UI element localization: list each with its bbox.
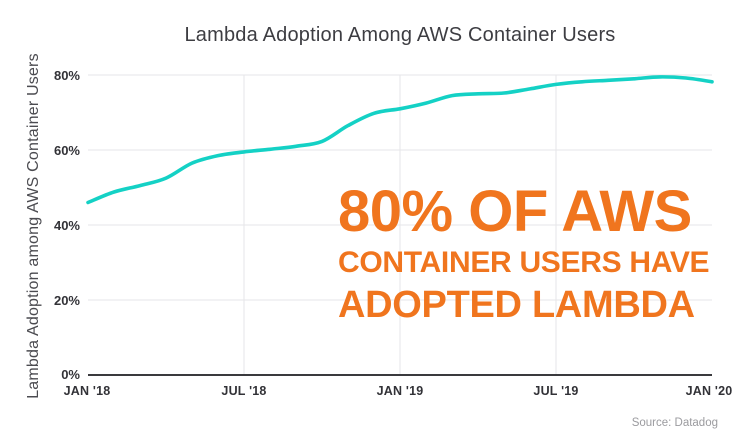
x-tick-jan20: JAN '20 [685,384,733,398]
x-tick-jul19: JUL '19 [533,384,579,398]
headline-line-1: 80% OF AWS [338,179,692,244]
y-tick-60: 60% [53,143,80,158]
y-tick-40: 40% [53,218,80,233]
x-tick-jul18: JUL '18 [221,384,267,398]
headline-annotation: 80% OF AWS CONTAINER USERS HAVE ADOPTED … [338,179,710,326]
y-tick-20: 20% [53,293,80,308]
x-tick-jan19: JAN '19 [376,384,424,398]
y-tick-0: 0% [61,367,80,382]
y-tick-80: 80% [53,68,80,83]
source-credit: Source: Datadog [631,417,718,429]
headline-line-3: ADOPTED LAMBDA [338,284,695,326]
adoption-line [86,75,714,205]
headline-line-2: CONTAINER USERS HAVE [338,246,710,279]
vertical-gridlines [243,75,557,375]
x-tick-jan18: JAN '18 [63,384,111,398]
chart-title: Lambda Adoption Among AWS Container User… [184,24,616,46]
